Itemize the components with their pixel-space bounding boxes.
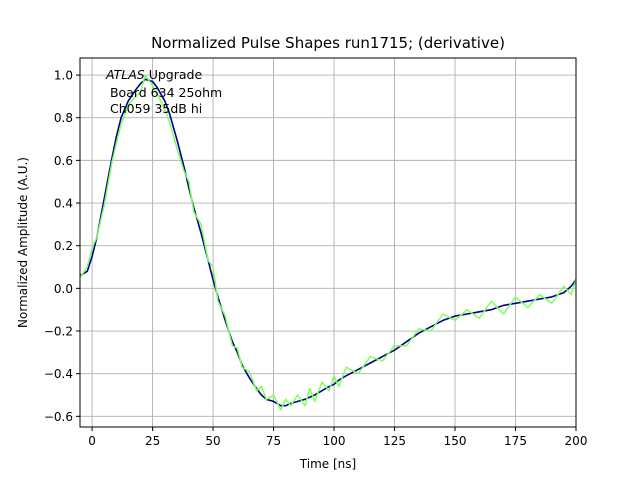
y-tick-label: 0.4	[54, 197, 73, 211]
x-tick-label: 200	[565, 434, 588, 448]
atlas-annotation: ATLAS Upgrade Board 634 25ohm Ch059 35dB…	[105, 67, 222, 116]
x-tick-label: 100	[323, 434, 346, 448]
annotation-line-2: Board 634 25ohm	[106, 85, 222, 100]
y-tick-label: −0.4	[44, 367, 73, 381]
series-layer	[80, 74, 576, 411]
series-line-2	[80, 74, 576, 411]
x-tick-label: 175	[504, 434, 527, 448]
x-tick-label: 75	[266, 434, 281, 448]
x-tick-label: 150	[444, 434, 467, 448]
annotation-line-1: ATLAS Upgrade	[105, 67, 202, 82]
x-tick-label: 50	[205, 434, 220, 448]
annotation-line-3: Ch059 35dB hi	[106, 101, 202, 116]
annotation-italic-word: ATLAS	[105, 67, 145, 82]
y-tick-label: −0.6	[44, 410, 73, 424]
y-tick-label: 1.0	[54, 69, 73, 83]
x-tick-label: 25	[145, 434, 160, 448]
y-tick-label: −0.2	[44, 325, 73, 339]
plot-frame	[79, 57, 577, 428]
ticks: 0 25 50 75 100 125 150 175 200 −0.6 −0.4 −0.2 0.0 0.2…	[44, 69, 588, 448]
y-tick-label: 0.0	[54, 282, 73, 296]
y-tick-label: 0.8	[54, 111, 73, 125]
annotation-line-1-rest: Upgrade	[145, 67, 203, 82]
y-axis-label: Normalized Amplitude (A.U.)	[16, 157, 30, 328]
y-tick-label: 0.2	[54, 239, 73, 253]
chart-title: Normalized Pulse Shapes run1715; (deriva…	[151, 34, 505, 52]
y-tick-label: 0.6	[54, 154, 73, 168]
x-axis-label: Time [ns]	[299, 457, 356, 471]
x-tick-label: 0	[88, 434, 96, 448]
x-tick-label: 125	[383, 434, 406, 448]
